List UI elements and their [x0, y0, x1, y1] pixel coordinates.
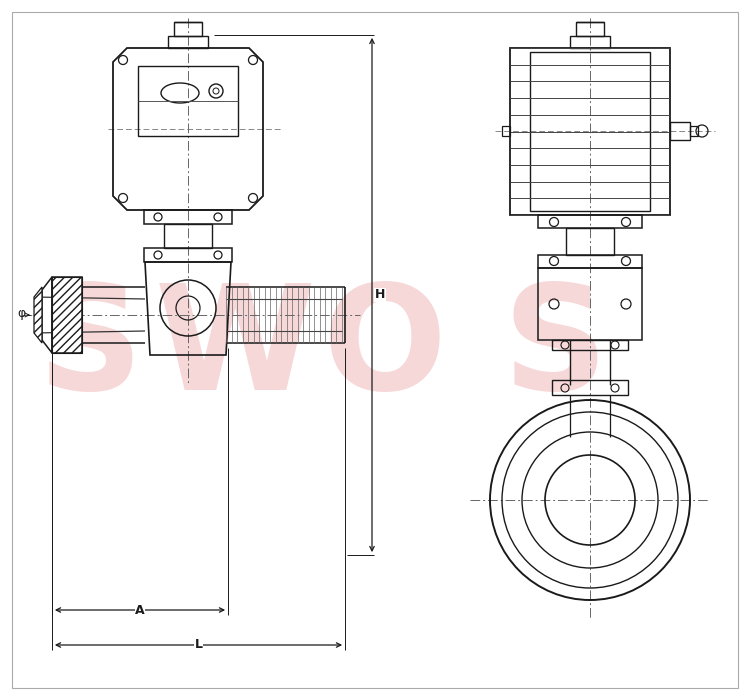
Bar [552, 340, 628, 350]
Text: φ: φ [18, 307, 26, 319]
Polygon shape [34, 287, 42, 343]
Text: L: L [194, 638, 202, 652]
Bar [552, 380, 628, 395]
Bar [144, 248, 232, 262]
Bar [144, 210, 232, 224]
Text: S: S [503, 279, 608, 421]
Bar [168, 36, 208, 48]
Bar [502, 126, 510, 136]
Bar [52, 277, 82, 353]
Bar [690, 126, 698, 136]
Text: S: S [38, 279, 142, 421]
Text: O: O [323, 279, 447, 421]
Text: H: H [375, 288, 386, 302]
Bar [576, 22, 604, 36]
Text: A: A [135, 603, 145, 617]
Bar [174, 22, 202, 36]
Bar [670, 122, 690, 140]
Bar [538, 215, 642, 228]
Polygon shape [42, 277, 52, 353]
Text: W: W [154, 279, 316, 421]
Bar [164, 224, 212, 248]
Bar [570, 36, 610, 48]
Bar [538, 255, 642, 268]
Bar [530, 52, 650, 211]
Bar [566, 228, 614, 255]
Bar [52, 277, 82, 353]
Bar [538, 268, 642, 340]
Bar [510, 48, 670, 215]
Bar [138, 66, 238, 136]
